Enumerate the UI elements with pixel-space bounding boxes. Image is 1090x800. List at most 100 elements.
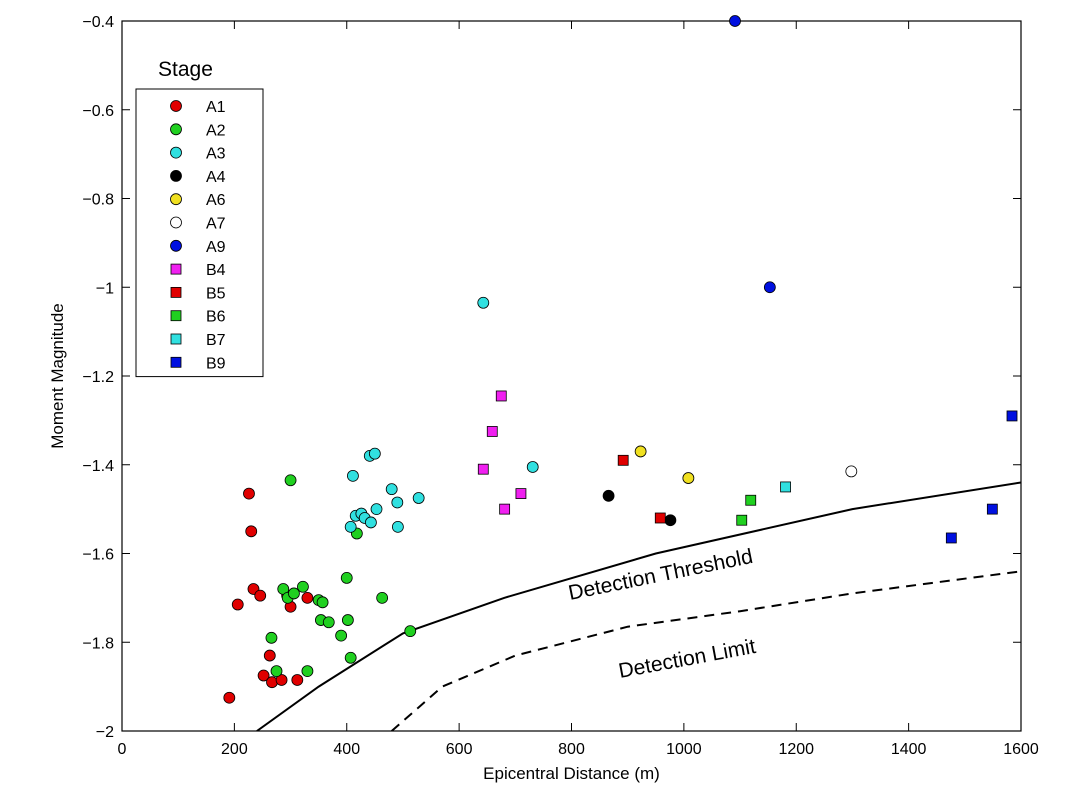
legend-label-a2: A2	[206, 122, 226, 139]
y-tick-label: −1	[96, 280, 114, 297]
detection-threshold-label: Detection Threshold	[566, 545, 754, 605]
point-a4	[664, 514, 677, 527]
legend-title: Stage	[158, 58, 213, 81]
point-b5	[654, 512, 666, 524]
point-b4	[495, 390, 507, 402]
point-a6	[682, 472, 695, 484]
axis-ticks: 0 200 400 600 800 1000 1200 1400 1600 −2 −1.8 −1.6 −…	[82, 14, 1038, 758]
legend-label-a9: A9	[206, 239, 226, 256]
point-b9	[945, 532, 957, 544]
legend-label-b6: B6	[206, 309, 226, 326]
legend-box	[135, 88, 264, 378]
x-tick-label: 1400	[891, 741, 927, 758]
point-a2	[404, 625, 417, 638]
point-a1	[263, 649, 276, 662]
x-tick-label: 400	[333, 741, 360, 758]
point-a4	[602, 489, 615, 502]
point-a2	[288, 587, 300, 600]
x-axis-label: Epicentral Distance (m)	[483, 764, 660, 783]
point-a1	[243, 487, 255, 500]
point-b6	[745, 494, 757, 506]
legend-marker-b7	[170, 333, 182, 345]
point-a1	[231, 598, 244, 611]
point-a3	[391, 520, 404, 533]
point-a3	[385, 483, 398, 496]
point-a3	[526, 461, 539, 473]
point-a1	[245, 525, 258, 538]
point-a1	[291, 674, 304, 686]
x-tick-label: 800	[558, 741, 585, 758]
point-b7	[780, 481, 791, 493]
detection-curves	[256, 481, 1021, 731]
point-a1	[223, 691, 236, 704]
point-a2	[376, 591, 389, 604]
point-a3	[365, 516, 377, 529]
point-b4	[477, 463, 489, 475]
legend-marker-a3	[170, 146, 182, 159]
point-a3	[347, 469, 359, 482]
point-a2	[301, 665, 314, 677]
y-tick-label: −0.4	[82, 14, 114, 31]
legend-marker-a2	[170, 123, 182, 136]
legend-label-a7: A7	[206, 216, 226, 233]
legend-label-a6: A6	[206, 192, 226, 209]
point-b4	[486, 426, 498, 437]
point-a2	[265, 631, 278, 644]
legend-marker-a7	[170, 216, 182, 229]
point-a3	[368, 447, 381, 460]
point-a2	[297, 580, 309, 593]
point-a7	[845, 465, 858, 478]
point-a1	[266, 676, 278, 689]
point-b6	[736, 514, 748, 526]
point-b5	[617, 454, 629, 466]
y-tick-label: −0.8	[82, 192, 114, 209]
y-axis-label: Moment Magnitude	[48, 303, 67, 449]
point-a2	[316, 596, 329, 609]
data-points	[223, 15, 1018, 704]
point-b4	[499, 503, 511, 515]
legend-label-b4: B4	[206, 262, 226, 279]
point-a9	[763, 281, 776, 294]
y-tick-label: −2	[96, 724, 114, 741]
x-tick-label: 0	[118, 741, 127, 758]
legend-label-b5: B5	[206, 285, 226, 302]
detection-limit-curve	[391, 570, 1021, 731]
x-tick-label: 200	[221, 741, 248, 758]
y-tick-label: −1.8	[82, 635, 114, 652]
legend-label-a3: A3	[206, 146, 226, 163]
point-a1	[301, 591, 314, 604]
point-a3	[412, 492, 425, 504]
point-a1	[257, 669, 270, 682]
point-a2	[270, 665, 283, 677]
point-b9	[986, 503, 998, 515]
point-a6	[634, 445, 647, 458]
y-tick-label: −1.2	[82, 369, 114, 386]
legend-label-a1: A1	[206, 99, 226, 116]
y-tick-label: −1.4	[82, 458, 114, 475]
legend-label-b9: B9	[206, 355, 226, 372]
legend-marker-a1	[170, 100, 182, 112]
legend-marker-a4	[170, 169, 182, 182]
point-a3	[344, 520, 357, 533]
point-a2	[340, 572, 353, 584]
point-a1	[275, 674, 288, 686]
legend-marker-b4	[170, 263, 182, 275]
legend-marker-b9	[170, 356, 182, 368]
legend-marker-a9	[170, 239, 182, 252]
point-a3	[477, 296, 490, 309]
legend-marker-a6	[170, 193, 182, 206]
y-tick-label: −1.6	[82, 547, 114, 564]
point-a2	[284, 474, 297, 487]
x-tick-label: 600	[446, 741, 473, 758]
legend: Stage A1 A2 A3 A4 A6 A7 A9 B4 B5 B6 B7 B9	[135, 58, 264, 378]
legend-marker-b6	[170, 310, 182, 322]
x-tick-label: 1200	[778, 741, 814, 758]
point-a2	[335, 629, 348, 642]
point-a2	[341, 614, 354, 626]
point-a3	[370, 503, 383, 516]
x-tick-label: 1000	[666, 741, 702, 758]
detection-threshold-curve	[256, 481, 1021, 731]
legend-marker-b5	[170, 286, 182, 298]
legend-label-b7: B7	[206, 332, 226, 349]
